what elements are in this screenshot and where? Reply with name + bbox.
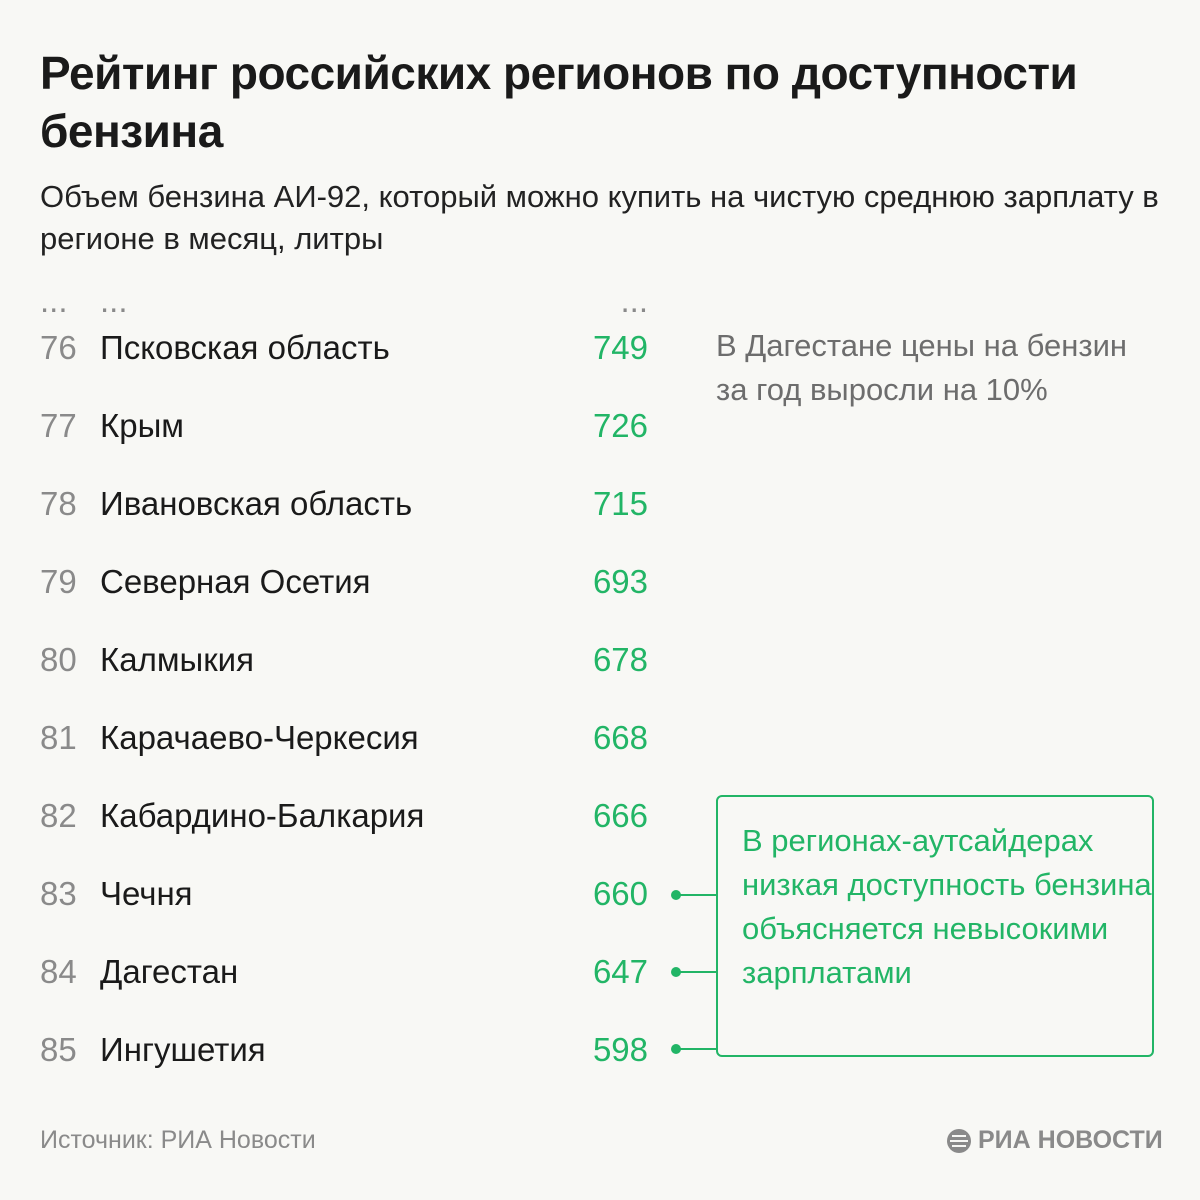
rank: 84 (40, 953, 77, 990)
region-name: Карачаево-Черкесия (100, 719, 419, 756)
rank: 78 (40, 485, 77, 522)
rank: 82 (40, 797, 77, 834)
table-row: 80 Калмыкия 678 (0, 635, 700, 685)
table-row: 85 Ингушетия 598 (0, 1025, 700, 1075)
region-name: Калмыкия (100, 641, 254, 678)
liters-value: 726 (592, 407, 648, 444)
rank: 79 (40, 563, 77, 600)
rank: 76 (40, 329, 77, 366)
liters-value: 678 (592, 641, 648, 678)
table-row: 82 Кабардино-Балкария 666 (0, 791, 700, 841)
ellipsis-name: ... (100, 282, 128, 319)
connector-ingushetia (671, 1044, 716, 1054)
ellipsis-row: ... ... ... (0, 276, 700, 326)
ellipsis-rank: ... (40, 282, 68, 319)
ellipsis-value: ... (620, 282, 648, 319)
region-name: Ингушетия (100, 1031, 266, 1068)
globe-icon (947, 1128, 971, 1153)
liters-value: 647 (592, 953, 648, 990)
logo-text: РИА НОВОСТИ (978, 1126, 1163, 1154)
region-name: Чечня (100, 875, 193, 912)
subtitle: Объем бензина АИ-92, который можно купит… (40, 179, 1159, 256)
region-name: Кабардино-Балкария (100, 797, 425, 834)
liters-value: 668 (592, 719, 648, 756)
callout-box: В регионах-аутсайдерах низкая доступност… (716, 795, 1154, 1057)
rank: 77 (40, 407, 77, 444)
rank: 85 (40, 1031, 77, 1068)
page-title: Рейтинг российских регионов по доступнос… (40, 47, 1078, 157)
liters-value: 693 (592, 563, 648, 600)
liters-value: 660 (592, 875, 648, 912)
ria-logo: РИА НОВОСТИ (946, 1126, 1163, 1155)
region-name: Крым (100, 407, 184, 444)
table-row: 81 Карачаево-Черкесия 668 (0, 713, 700, 763)
connector-dagestan (671, 967, 716, 977)
region-name: Северная Осетия (100, 563, 371, 600)
table-row: 76 Псковская область 749 (0, 323, 700, 373)
region-name: Дагестан (100, 953, 239, 990)
table-row: 83 Чечня 660 (0, 869, 700, 919)
liters-value: 598 (592, 1031, 648, 1068)
dagestan-note: В Дагестане цены на бензин за год выросл… (716, 328, 1128, 407)
table-row: 84 Дагестан 647 (0, 947, 700, 997)
source-label: Источник: РИА Новости (40, 1126, 316, 1154)
table-row: 78 Ивановская область 715 (0, 479, 700, 529)
rank: 81 (40, 719, 77, 756)
liters-value: 715 (592, 485, 648, 522)
region-name: Ивановская область (100, 485, 413, 522)
liters-value: 666 (592, 797, 648, 834)
rank: 83 (40, 875, 77, 912)
table-row: 77 Крым 726 (0, 401, 700, 451)
region-name: Псковская область (100, 329, 390, 366)
callout-text: В регионах-аутсайдерах низкая доступност… (742, 823, 1152, 990)
connector-chechnya (671, 890, 716, 900)
rank: 80 (40, 641, 77, 678)
table-row: 79 Северная Осетия 693 (0, 557, 700, 607)
liters-value: 749 (592, 329, 648, 366)
